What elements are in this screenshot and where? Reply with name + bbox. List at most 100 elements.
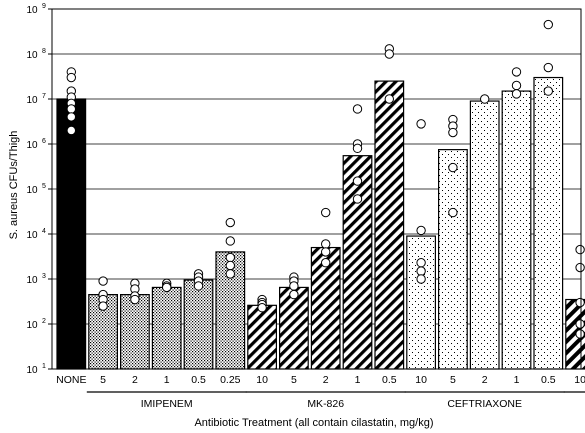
y-tick-base: 10: [26, 230, 38, 241]
x-tick-label: 5: [100, 374, 106, 386]
x-tick-label: 1: [514, 374, 520, 386]
group-label: CEFTRIAXONE: [447, 398, 522, 410]
data-point: [352, 143, 363, 154]
data-point: [511, 89, 522, 99]
y-tick-exponent: 8: [42, 48, 46, 55]
data-point: [352, 176, 363, 186]
data-point: [66, 112, 77, 122]
bar: [501, 90, 532, 370]
y-tick-base: 10: [26, 185, 38, 196]
y-tick-base: 10: [26, 5, 38, 16]
x-tick-label: 0.5: [191, 374, 206, 386]
data-point: [416, 274, 426, 284]
y-tick-label: 10 4: [26, 228, 46, 241]
y-tick-label: 10 1: [26, 363, 46, 376]
data-point: [511, 67, 522, 77]
data-point: [321, 239, 331, 249]
y-tick-exponent: 7: [42, 93, 46, 100]
y-tick-label: 10 9: [26, 3, 46, 16]
bar: [247, 304, 278, 370]
data-point: [321, 207, 331, 218]
gridlines: [52, 53, 581, 325]
bar: [469, 100, 500, 370]
data-point: [575, 297, 585, 308]
data-point: [511, 80, 522, 91]
data-point: [543, 86, 553, 96]
x-tick-label: 0.25: [220, 374, 241, 386]
y-tick-label: 10 6: [26, 138, 46, 151]
data-point: [321, 258, 331, 268]
bar: [406, 235, 436, 370]
bar: [183, 279, 214, 370]
x-tick-label: 10: [574, 374, 585, 386]
y-tick-label: 10 8: [26, 48, 46, 61]
data-point: [66, 104, 77, 114]
y-tick-exponent: 6: [42, 138, 46, 145]
data-point: [480, 94, 490, 104]
y-tick-exponent: 1: [42, 363, 46, 370]
bar: [310, 246, 341, 370]
y-tick-base: 10: [26, 140, 38, 151]
data-point: [448, 127, 458, 138]
group-label: MK-826: [307, 398, 344, 410]
x-tick-label: 1: [164, 374, 170, 386]
bar: [374, 80, 405, 370]
data-point: [193, 281, 204, 291]
data-point: [130, 294, 140, 305]
data-point: [98, 276, 108, 286]
y-tick-exponent: 2: [42, 318, 46, 325]
x-tick-label: 10: [415, 374, 427, 386]
data-point: [289, 289, 299, 300]
y-tick-label: 10 2: [26, 318, 46, 331]
bar: [119, 294, 150, 370]
data-point: [416, 225, 426, 236]
x-tick-label: NONE: [56, 374, 86, 386]
y-tick-base: 10: [26, 50, 38, 61]
bar: [533, 76, 564, 370]
x-tick-label: 2: [132, 374, 138, 386]
y-tick-base: 10: [26, 365, 38, 376]
data-point: [416, 266, 426, 276]
x-axis-label: Antibiotic Treatment (all contain cilast…: [194, 417, 433, 429]
x-tick-label: 5: [291, 374, 297, 386]
data-point: [289, 281, 299, 291]
data-point: [66, 72, 77, 83]
x-tick-label: 0.5: [382, 374, 397, 386]
data-points: [66, 19, 585, 339]
data-point: [448, 162, 458, 173]
data-point: [225, 236, 236, 246]
data-point: [384, 94, 394, 104]
x-tick-label: 5: [450, 374, 456, 386]
y-axis-label: S. aureus CFUs/Thigh: [8, 131, 20, 240]
bars: [56, 76, 585, 370]
data-point: [575, 319, 585, 329]
data-point: [352, 194, 363, 204]
bar: [151, 286, 182, 370]
bar: [279, 286, 309, 370]
data-point: [352, 104, 363, 114]
data-point: [543, 19, 553, 30]
group-label: IMIPENEM: [141, 398, 193, 410]
data-point: [448, 207, 458, 218]
bar: [438, 149, 468, 370]
y-tick-label: 10 3: [26, 273, 46, 286]
data-point: [257, 303, 267, 313]
y-tick-label: 10 5: [26, 183, 46, 196]
x-tick-label: 10: [256, 374, 268, 386]
y-tick-exponent: 5: [42, 183, 46, 190]
x-tick-label: 2: [482, 374, 488, 386]
data-point: [225, 252, 236, 263]
data-point: [98, 301, 108, 311]
data-point: [416, 119, 426, 129]
y-tick-base: 10: [26, 95, 38, 106]
data-point: [225, 269, 236, 279]
x-tick-label: 1: [355, 374, 361, 386]
bar: [342, 155, 373, 370]
x-tick-label: 0.5: [541, 374, 556, 386]
y-tick-base: 10: [26, 320, 38, 331]
data-point: [416, 258, 426, 268]
data-point: [162, 282, 172, 293]
data-point: [543, 62, 553, 73]
x-tick-label: 2: [323, 374, 329, 386]
